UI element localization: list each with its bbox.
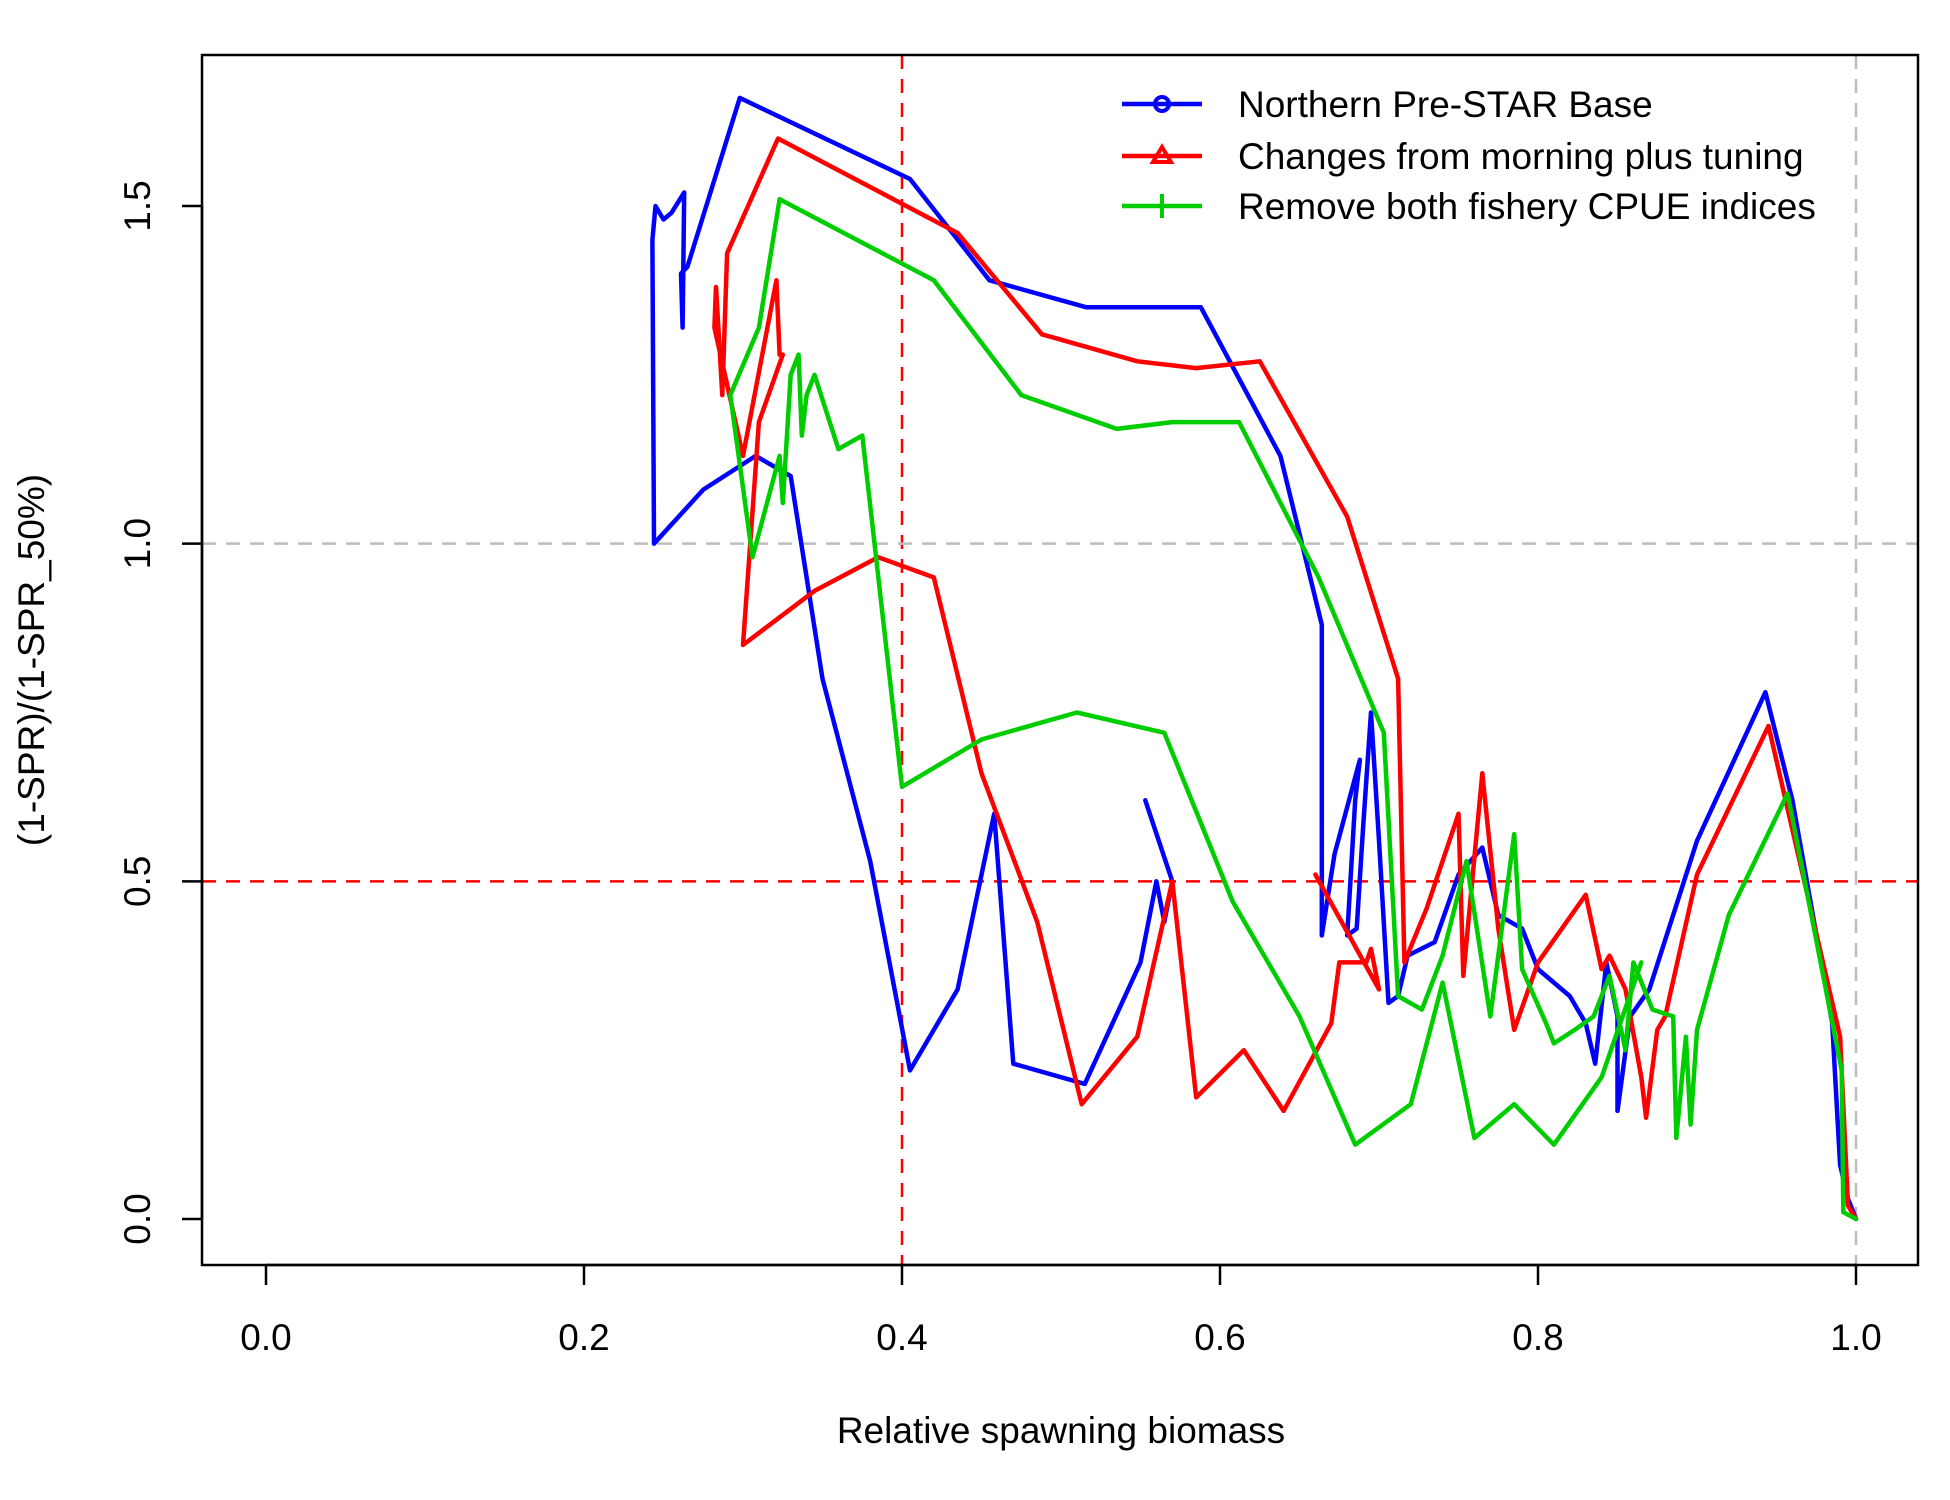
series-line-3 [728,196,1859,1222]
legend-marker-triangle [1149,143,1175,164]
x-axis-title: Relative spawning biomass [837,1410,1285,1451]
x-tick-label: 0.2 [558,1317,609,1358]
y-tick-label: 0.5 [117,856,158,907]
legend-item-2: Changes from morning plus tuning [1122,136,1804,177]
series-lines [650,95,1859,1222]
x-tick-label: 0.0 [240,1317,291,1358]
legend-item-3: Remove both fishery CPUE indices [1122,186,1816,227]
y-axis-title: (1-SPR)/(1-SPR_50%) [11,474,52,846]
x-tick-label: 1.0 [1830,1317,1881,1358]
legend-marker-circle [1153,95,1171,113]
plot-frame [200,53,1920,1267]
legend-label: Remove both fishery CPUE indices [1238,186,1816,227]
reference-lines [202,55,1918,1265]
x-axis: 0.0 0.2 0.4 0.6 0.8 1.0 [240,1263,1882,1358]
legend-label: Changes from morning plus tuning [1238,136,1804,177]
y-tick-label: 1.5 [117,180,158,231]
x-tick-label: 0.4 [876,1317,927,1358]
x-tick-label: 0.6 [1194,1317,1245,1358]
legend-label: Northern Pre-STAR Base [1238,84,1653,125]
legend-item-1: Northern Pre-STAR Base [1122,84,1653,125]
series-line-2 [712,136,1859,1222]
legend: Northern Pre-STAR Base Changes from morni… [1122,84,1816,227]
y-axis: 0.0 0.5 1.0 1.5 [117,180,204,1245]
x-tick-label: 0.8 [1512,1317,1563,1358]
y-tick-label: 0.0 [117,1193,158,1244]
y-tick-label: 1.0 [117,518,158,569]
